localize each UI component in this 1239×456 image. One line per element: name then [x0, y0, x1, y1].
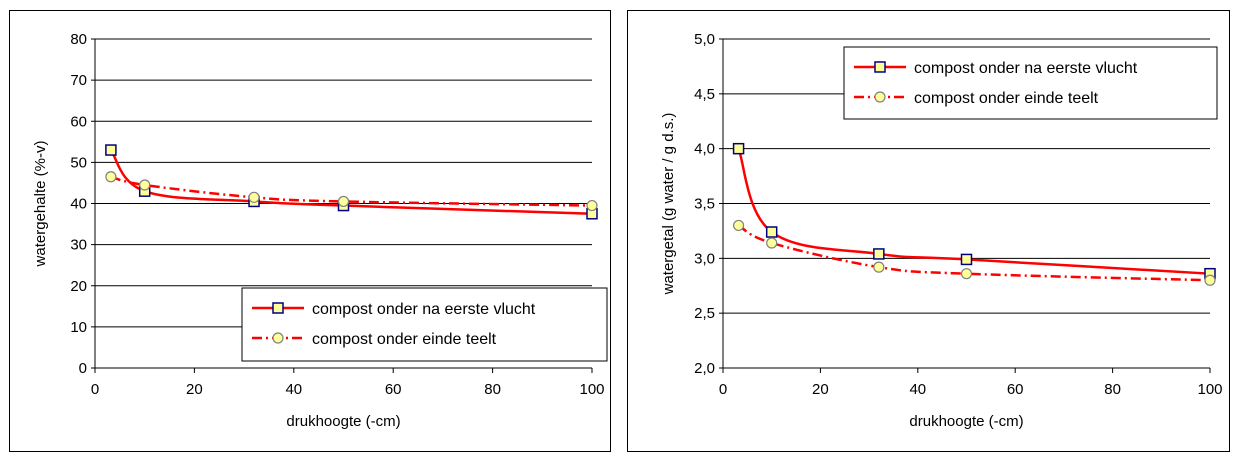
x-tick-label: 0 [91, 381, 99, 398]
x-tick-label: 60 [385, 381, 402, 398]
data-point-square [960, 253, 973, 266]
y-tick-label: 20 [70, 278, 87, 295]
legend-marker-circle [874, 91, 886, 103]
legend: compost onder na eerste vlucht compost on… [241, 287, 608, 362]
data-point-circle [732, 219, 745, 232]
y-tick-label: 50 [70, 154, 87, 171]
legend-label: compost onder einde teelt [312, 331, 497, 348]
y-axis-label: watergetal (g water / g d.s.) [660, 113, 677, 296]
data-point-circle [337, 195, 350, 208]
data-point-circle [586, 199, 598, 212]
x-tick-label: 40 [285, 381, 302, 398]
legend-marker-square [272, 302, 284, 314]
data-point-circle [105, 171, 117, 183]
x-tick-label: 20 [186, 381, 203, 398]
x-tick-label: 80 [484, 381, 501, 398]
legend-marker-circle [272, 332, 284, 344]
legend-label: compost onder na eerste vlucht [312, 301, 536, 318]
chart-panel-left: 0 10 20 30 40 50 60 70 80 0 20 40 60 80 100 drukhoogte … [9, 10, 611, 452]
legend: compost onder na eerste vlucht compost on… [843, 46, 1218, 120]
data-point-square [765, 226, 778, 238]
y-tick-label: 2,5 [694, 305, 715, 322]
legend-label: compost onder einde teelt [914, 90, 1099, 107]
chart-watergetal: 2,0 2,5 3,0 3,5 4,0 4,5 5,0 0 20 40 60 80 100 drukhoo… [660, 31, 1223, 430]
series-line-2 [110, 175, 593, 207]
y-tick-label: 4,5 [694, 86, 715, 103]
chart-watergehalte: 0 10 20 30 40 50 60 70 80 0 20 40 60 80 100 drukhoogte … [32, 31, 608, 430]
data-point-circle [960, 268, 973, 280]
legend-box [843, 46, 1218, 120]
x-tick-label: 100 [1197, 381, 1222, 398]
chart-panel-right: 2,0 2,5 3,0 3,5 4,0 4,5 5,0 0 20 40 60 80 100 drukhoo… [627, 10, 1230, 452]
data-point-circle [766, 237, 778, 249]
data-point-square [105, 144, 117, 156]
x-axis-label: drukhoogte (-cm) [909, 413, 1023, 430]
y-axis-label: watergehalte (%-v) [32, 141, 49, 268]
series-line-2 [737, 224, 1211, 282]
y-tick-label: 3,0 [694, 250, 715, 267]
data-point-square [873, 248, 885, 260]
x-tick-label: 80 [1104, 381, 1121, 398]
x-tick-label: 60 [1007, 381, 1024, 398]
y-tick-label: 30 [70, 237, 87, 254]
x-tick-label: 0 [719, 381, 727, 398]
x-tick-label: 40 [909, 381, 926, 398]
y-tick-label: 40 [70, 196, 87, 213]
y-tick-label: 10 [70, 319, 87, 336]
y-tick-label: 2,0 [694, 360, 715, 377]
y-tick-label: 60 [70, 113, 87, 130]
y-tick-label: 5,0 [694, 31, 715, 48]
legend-marker-square [874, 61, 886, 73]
data-point-circle [248, 191, 260, 203]
x-tick-label: 20 [812, 381, 829, 398]
data-point-circle [1204, 274, 1216, 286]
series-line-1 [737, 148, 1211, 275]
x-tick-label: 100 [579, 381, 604, 398]
x-axis-label: drukhoogte (-cm) [286, 413, 400, 430]
legend-box [241, 287, 608, 362]
data-point-circle [873, 261, 885, 273]
y-tick-label: 70 [70, 72, 87, 89]
y-tick-label: 4,0 [694, 141, 715, 158]
legend-label: compost onder na eerste vlucht [914, 60, 1138, 77]
series-line-1 [109, 149, 593, 216]
y-tick-label: 80 [70, 31, 87, 48]
y-tick-label: 3,5 [694, 196, 715, 213]
data-point-square [732, 142, 745, 155]
data-point-circle [139, 179, 151, 191]
y-tick-label: 0 [79, 360, 87, 377]
